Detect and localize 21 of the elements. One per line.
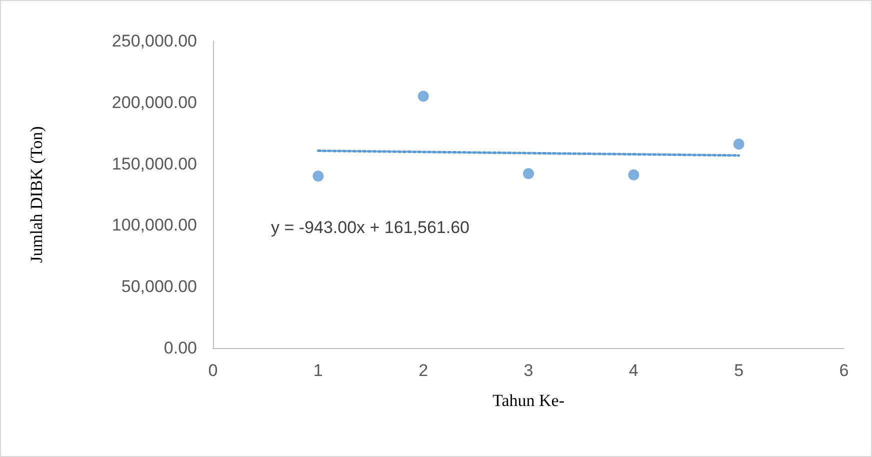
x-axis-title: Tahun Ke- — [492, 391, 565, 410]
point — [312, 170, 324, 182]
y-tick-label: 50,000.00 — [121, 277, 197, 296]
annotation: y = -943.00x + 161,561.60 — [271, 218, 470, 237]
x-tick-label: 0 — [208, 361, 218, 380]
x-tick-label: 1 — [313, 361, 323, 380]
x-tick-label: 4 — [628, 361, 638, 380]
y-tick-label: 0.00 — [164, 338, 197, 358]
point — [523, 168, 534, 180]
y-tick-label: 250,000.00 — [112, 32, 197, 50]
y-axis-title: Jumlah DIBK (Ton) — [27, 126, 46, 263]
x-tick-label: 2 — [418, 361, 428, 380]
point — [418, 90, 429, 102]
point — [733, 138, 744, 150]
y-tick-label: 150,000.00 — [112, 154, 197, 174]
x-tick-label: 5 — [734, 361, 744, 380]
x-tick-label: 6 — [839, 361, 849, 380]
point — [628, 169, 640, 180]
y-tick-label: 100,000.00 — [112, 216, 197, 235]
x-tick-label: 3 — [524, 361, 534, 380]
y-tick-label: 200,000.00 — [112, 92, 197, 112]
